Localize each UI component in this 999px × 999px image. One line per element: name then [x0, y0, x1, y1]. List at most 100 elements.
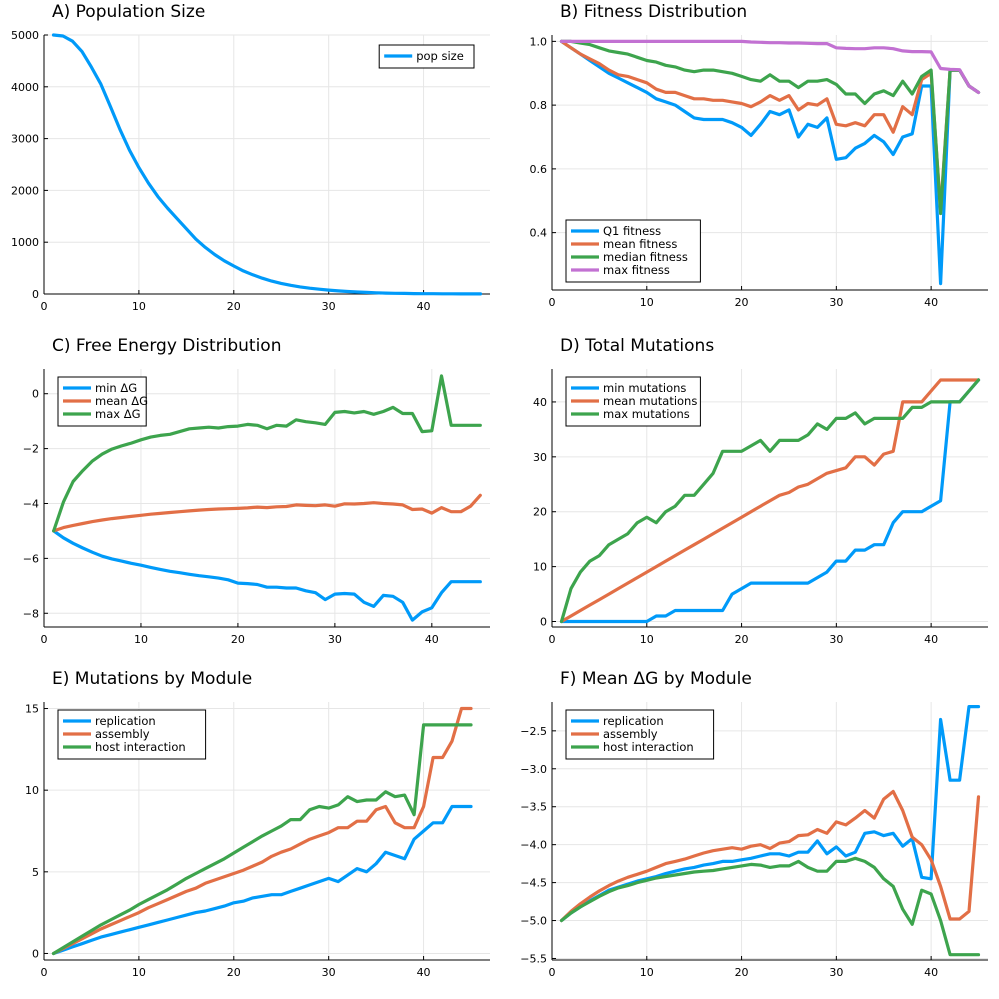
y-tick-label: 0.8 [530, 99, 548, 112]
y-tick-label: 10 [533, 561, 547, 574]
x-tick-label: 20 [227, 300, 241, 313]
x-tick-label: 20 [231, 633, 245, 646]
series-line-replication [51, 804, 473, 956]
y-tick-label: −3.0 [520, 763, 547, 776]
legend-box [378, 44, 475, 69]
series-line-q1-fitness [559, 39, 981, 286]
legend-label: host interaction [603, 740, 694, 754]
x-tick-label: 40 [924, 966, 938, 979]
y-tick-label: 20 [533, 506, 547, 519]
x-tick-label: 0 [549, 633, 556, 646]
y-tick-label: −2.5 [520, 725, 547, 738]
y-tick-label: 5000 [11, 29, 39, 42]
series-line-max-fitness [559, 39, 981, 95]
y-tick-label: −3.5 [520, 801, 547, 814]
legend-label: pop size [416, 49, 464, 63]
legend-label: mean fitness [603, 237, 677, 251]
legend-label: max ΔG [95, 407, 141, 421]
x-tick-label: 30 [829, 633, 843, 646]
y-tick-label: −5.5 [520, 952, 547, 965]
legend-label: mean mutations [603, 394, 697, 408]
series-line-assembly [51, 706, 473, 956]
y-tick-label: 0 [32, 947, 39, 960]
panel-title: F) Mean ΔG by Module [560, 669, 752, 689]
panel-c: C) Free Energy Distribution 0 10 20 30 40 −8 −6… [23, 336, 490, 646]
x-tick-label: 10 [640, 966, 654, 979]
y-tick-label: 1.0 [530, 35, 548, 48]
x-tick-label: 0 [41, 300, 48, 313]
legend-label: replication [95, 714, 156, 728]
series-line-host-interaction [559, 856, 981, 957]
x-tick-label: 30 [829, 296, 843, 309]
y-tick-label: −2 [23, 443, 39, 456]
x-tick-label: 10 [640, 633, 654, 646]
y-tick-label: 40 [533, 396, 547, 409]
series-line-host-interaction [51, 723, 473, 956]
x-tick-label: 10 [132, 300, 146, 313]
panel-title: D) Total Mutations [560, 336, 714, 356]
panel-title: C) Free Energy Distribution [52, 336, 281, 356]
y-tick-label: −4 [23, 497, 39, 510]
y-tick-label: 10 [25, 784, 39, 797]
x-tick-label: 40 [417, 966, 431, 979]
legend-label: mean ΔG [95, 394, 148, 408]
legend: pop size [378, 44, 475, 69]
y-tick-label: 0.4 [530, 227, 548, 240]
y-tick-label: 1000 [11, 236, 39, 249]
legend-label: assembly [95, 727, 150, 741]
y-tick-label: 3000 [11, 133, 39, 146]
y-tick-label: −6 [23, 552, 39, 565]
series-line-mean-g [52, 493, 482, 533]
y-tick-label: 30 [533, 451, 547, 464]
x-tick-label: 30 [322, 300, 336, 313]
y-tick-label: 0.6 [530, 163, 548, 176]
legend-label: min mutations [603, 381, 686, 395]
panel-d: D) Total Mutations 0 10 20 30 40 0 10 20 30 40 min … [533, 336, 988, 646]
panel-b: B) Fitness Distribution 0 10 20 30 40 0.4 0.6 0.… [530, 2, 988, 309]
x-tick-label: 20 [227, 966, 241, 979]
x-tick-label: 40 [924, 296, 938, 309]
series-line-pop-size [51, 33, 483, 296]
y-tick-label: −5.0 [520, 915, 547, 928]
y-tick-label: −4.0 [520, 839, 547, 852]
series-line-median-fitness [559, 39, 981, 216]
legend-label: min ΔG [95, 381, 137, 395]
legend-label: Q1 fitness [603, 224, 661, 238]
legend-label: max mutations [603, 407, 690, 421]
y-tick-label: 15 [25, 703, 39, 716]
panel-title: E) Mutations by Module [52, 669, 252, 689]
panel-title: B) Fitness Distribution [560, 2, 747, 22]
legend-label: max fitness [603, 263, 670, 277]
series-line-min-mutations [559, 378, 981, 624]
y-tick-label: 0 [540, 616, 547, 629]
legend-label: assembly [603, 727, 658, 741]
x-tick-label: 40 [924, 633, 938, 646]
legend-label: replication [603, 714, 664, 728]
y-tick-label: 0 [32, 388, 39, 401]
series-line-assembly [559, 789, 981, 923]
x-tick-label: 30 [328, 633, 342, 646]
x-tick-label: 10 [134, 633, 148, 646]
x-tick-label: 30 [322, 966, 336, 979]
y-tick-label: 5 [32, 866, 39, 879]
x-tick-label: 0 [41, 966, 48, 979]
x-tick-label: 0 [549, 296, 556, 309]
series-line-max-mutations [559, 378, 981, 624]
panel-a: A) Population Size 0 10 20 30 40 0 1000 2000 3000… [11, 2, 490, 313]
x-tick-label: 10 [132, 966, 146, 979]
x-tick-label: 20 [735, 966, 749, 979]
y-tick-label: −4.5 [520, 877, 547, 890]
series-line-max-g [52, 374, 482, 533]
x-tick-label: 30 [829, 966, 843, 979]
x-tick-label: 10 [640, 296, 654, 309]
x-tick-label: 40 [417, 300, 431, 313]
y-tick-label: 0 [32, 288, 39, 301]
y-tick-label: 4000 [11, 81, 39, 94]
panel-f: F) Mean ΔG by Module 0 10 20 30 40 −5.5 −5.0 −4.… [520, 669, 988, 979]
